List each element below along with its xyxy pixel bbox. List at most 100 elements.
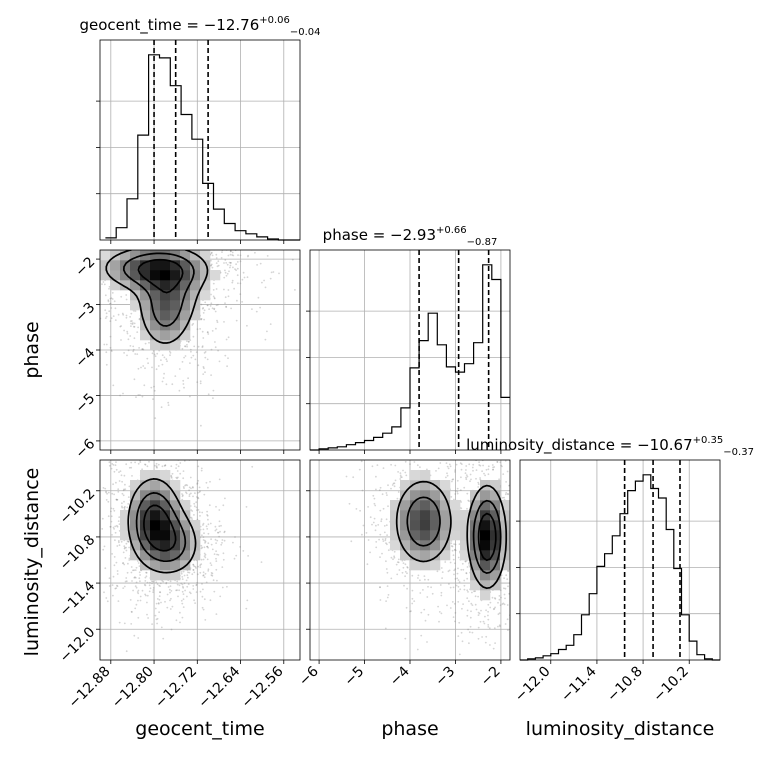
sample-point — [40, 286, 42, 288]
sample-point — [219, 595, 222, 598]
sample-point — [512, 574, 514, 576]
sample-point — [35, 312, 37, 314]
sample-point — [96, 507, 98, 509]
sample-point — [133, 576, 136, 579]
sample-point — [220, 240, 222, 242]
sample-point — [108, 585, 111, 587]
sample-point — [78, 291, 80, 293]
sample-point — [68, 276, 70, 278]
sample-point — [182, 477, 185, 480]
sample-point — [394, 438, 396, 440]
sample-point — [120, 240, 122, 242]
sample-point — [116, 498, 118, 501]
sample-point — [511, 516, 513, 518]
sample-point — [236, 274, 239, 277]
sample-point — [129, 320, 132, 322]
sample-point — [452, 586, 455, 589]
sample-point — [113, 556, 116, 558]
density-cell — [130, 520, 141, 531]
sample-point — [189, 348, 192, 351]
sample-point — [440, 591, 443, 594]
sample-point — [175, 619, 178, 622]
sample-point — [416, 464, 419, 467]
sample-point — [487, 624, 490, 626]
sample-point — [161, 363, 164, 366]
sample-point — [37, 295, 39, 297]
sample-point — [392, 482, 395, 485]
sample-point — [148, 460, 150, 463]
sample-point — [512, 582, 514, 584]
sample-point — [108, 287, 110, 290]
sample-point — [136, 423, 138, 425]
sample-point — [435, 447, 437, 449]
sample-point — [204, 539, 206, 542]
sample-point — [379, 533, 382, 536]
sample-point — [466, 597, 469, 600]
density-cell — [110, 280, 121, 291]
density-cell — [150, 290, 161, 301]
sample-point — [458, 451, 460, 453]
sample-point — [153, 353, 156, 356]
sample-point — [480, 429, 482, 431]
sample-point — [212, 289, 215, 291]
sample-point — [128, 226, 130, 228]
sample-point — [213, 308, 216, 311]
sample-point — [211, 251, 213, 254]
sample-point — [180, 599, 183, 602]
sample-point — [188, 489, 191, 492]
sample-point — [165, 358, 168, 361]
sample-point — [204, 351, 207, 353]
sample-point — [195, 501, 198, 504]
sample-point — [203, 352, 206, 354]
density-cell — [440, 500, 451, 511]
sample-point — [134, 353, 137, 355]
sample-point — [513, 460, 515, 462]
sample-point — [168, 246, 170, 248]
density-cell — [120, 270, 131, 281]
sample-point — [155, 602, 158, 605]
density-cell — [150, 260, 161, 271]
density-cell — [150, 270, 161, 281]
sample-point — [202, 524, 204, 526]
sample-point — [466, 589, 469, 592]
sample-point — [382, 467, 385, 469]
sample-point — [512, 589, 514, 591]
sample-point — [112, 526, 115, 529]
sample-point — [156, 466, 158, 469]
density-cell — [200, 260, 211, 271]
sample-point — [204, 434, 206, 436]
sample-point — [169, 352, 172, 354]
sample-point — [406, 566, 409, 568]
density-cell — [410, 560, 421, 571]
histogram-phase — [310, 264, 510, 451]
sample-point — [441, 571, 444, 573]
sample-point — [70, 262, 72, 264]
sample-point — [504, 587, 507, 590]
sample-point — [534, 486, 536, 488]
sample-point — [375, 488, 377, 491]
sample-point — [352, 476, 355, 479]
sample-point — [227, 237, 229, 239]
sample-point — [113, 300, 116, 303]
sample-point — [89, 287, 91, 289]
sample-point — [69, 281, 71, 283]
sample-point — [236, 267, 239, 270]
sample-point — [481, 636, 483, 638]
sample-point — [387, 484, 389, 487]
density-cell — [460, 530, 471, 541]
sample-point — [404, 637, 407, 640]
sample-point — [112, 315, 115, 317]
sample-point — [120, 339, 122, 341]
sample-point — [195, 567, 197, 569]
sample-point — [439, 444, 441, 446]
sample-point — [162, 237, 164, 239]
sample-point — [114, 587, 117, 590]
sample-point — [367, 506, 369, 508]
sample-point — [505, 492, 508, 494]
sample-point — [109, 297, 112, 300]
sample-point — [379, 599, 382, 601]
sample-point — [463, 588, 466, 591]
sample-point — [475, 469, 478, 471]
sample-point — [155, 466, 158, 468]
sample-point — [104, 220, 106, 222]
